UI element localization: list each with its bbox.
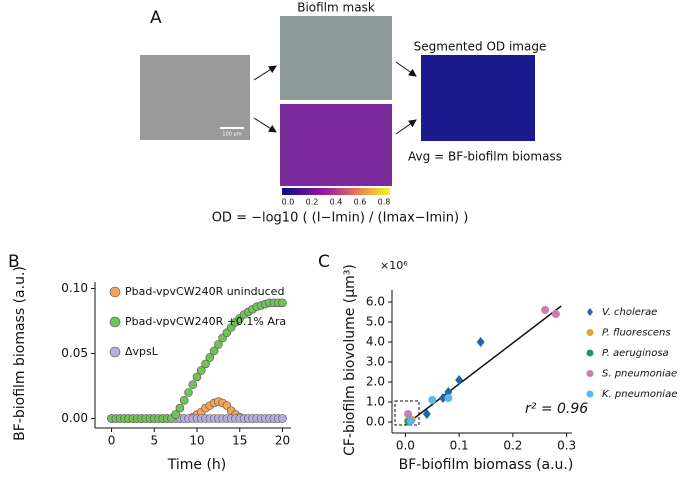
y-multiplier: ×10⁶	[380, 259, 408, 272]
y-tick-label: 4.0	[366, 335, 385, 349]
legend-marker	[586, 370, 594, 377]
point	[439, 393, 447, 403]
marker	[278, 298, 287, 308]
y-tick-label: 5.0	[366, 315, 385, 329]
x-axis-label: BF-biofilm biomass (a.u.)	[399, 457, 574, 473]
scale-bar-label: 100 µm	[222, 132, 241, 138]
legend-marker	[586, 349, 594, 357]
point	[455, 375, 464, 385]
colorbar-tick-label: 0.2	[306, 198, 319, 207]
colorbar-tick-label: 0.0	[282, 198, 295, 207]
y-axis-label: BF-biofilm biomass (a.u.)	[12, 266, 28, 441]
y-tick-label: 3.0	[366, 355, 385, 369]
avg-text: Avg = BF-biofilm biomass	[408, 150, 562, 164]
x-tick-label: 0.0	[396, 439, 415, 453]
point	[406, 417, 415, 425]
colorbar-tick-label: 0.4	[330, 198, 343, 207]
x-tick-label: 0.2	[503, 439, 522, 453]
legend-label: Pbad-vpvCW240R +0.1% Ara	[125, 315, 286, 328]
point	[551, 310, 560, 318]
marker	[179, 395, 189, 405]
colorbar	[282, 188, 390, 195]
legend-marker	[109, 286, 121, 298]
legend-label: Pbad-vpvCW240R uninduced	[125, 285, 284, 298]
panel-label: B	[8, 252, 20, 272]
x-tick-label: 0.3	[557, 439, 576, 453]
point	[428, 396, 437, 404]
marker	[184, 388, 193, 397]
legend-marker	[109, 316, 121, 328]
fit-line	[404, 305, 562, 426]
marker	[192, 372, 202, 382]
marker	[171, 410, 180, 419]
marker	[196, 366, 206, 375]
marker	[214, 340, 223, 349]
legend-marker	[587, 308, 593, 316]
legend-label: V. cholerae	[602, 307, 657, 318]
point	[444, 394, 453, 402]
legend-label: P. aeruginosa	[602, 348, 669, 359]
annotation: r² = 0.96	[525, 401, 588, 417]
segmented-title: Segmented OD image	[414, 40, 547, 54]
panel-label: C	[318, 252, 330, 272]
segmented-image	[421, 55, 535, 141]
x-axis-label: Time (h)	[167, 457, 227, 473]
x-tick-label: 0	[108, 434, 116, 448]
panel-label: A	[150, 8, 162, 28]
legend-marker	[109, 346, 121, 358]
raw-image	[140, 55, 250, 140]
marker	[205, 353, 215, 362]
point	[444, 387, 453, 397]
legend-marker	[586, 329, 594, 336]
y-tick-label: 1.0	[366, 395, 385, 409]
legend-label: K. pneumoniae	[602, 389, 677, 400]
x-tick-label: 5	[150, 434, 158, 448]
y-tick-label: 2.0	[366, 375, 385, 389]
point	[476, 337, 485, 347]
arrow	[253, 65, 277, 81]
marker	[175, 403, 185, 413]
mask-image	[280, 16, 392, 100]
marker	[278, 414, 287, 423]
arrow	[395, 119, 417, 135]
arrow	[395, 61, 417, 77]
y-tick-label: 6.0	[366, 295, 385, 309]
x-tick-label: 0.1	[450, 439, 469, 453]
y-tick-label: 0.05	[61, 346, 88, 360]
legend-label: S. pneumoniae	[602, 369, 677, 380]
marker	[188, 380, 198, 390]
x-tick-label: 15	[232, 434, 247, 448]
point	[422, 409, 431, 419]
arrow	[253, 117, 277, 133]
formula: OD = −log10 ( (I−Imin) / (Imax−Imin) )	[212, 211, 469, 226]
legend-label: ΔvpsL	[125, 345, 159, 358]
colorbar-tick-label: 0.8	[378, 198, 391, 207]
y-tick-label: 0.0	[366, 415, 385, 429]
legend-label: P. fluorescens	[602, 328, 671, 339]
x-tick-label: 20	[275, 434, 290, 448]
x-tick-label: 10	[189, 434, 204, 448]
y-axis-label: CF-biofilm biovolume (µm³)	[342, 264, 358, 456]
legend-marker	[586, 390, 594, 398]
marker	[209, 346, 219, 356]
point	[541, 306, 550, 314]
y-tick-label: 0.00	[61, 411, 88, 425]
od-image	[280, 104, 392, 186]
y-tick-label: 0.10	[61, 281, 88, 295]
mask-title: Biofilm mask	[297, 1, 375, 15]
point	[404, 410, 413, 418]
marker	[201, 359, 210, 369]
colorbar-tick-label: 0.6	[354, 198, 367, 207]
